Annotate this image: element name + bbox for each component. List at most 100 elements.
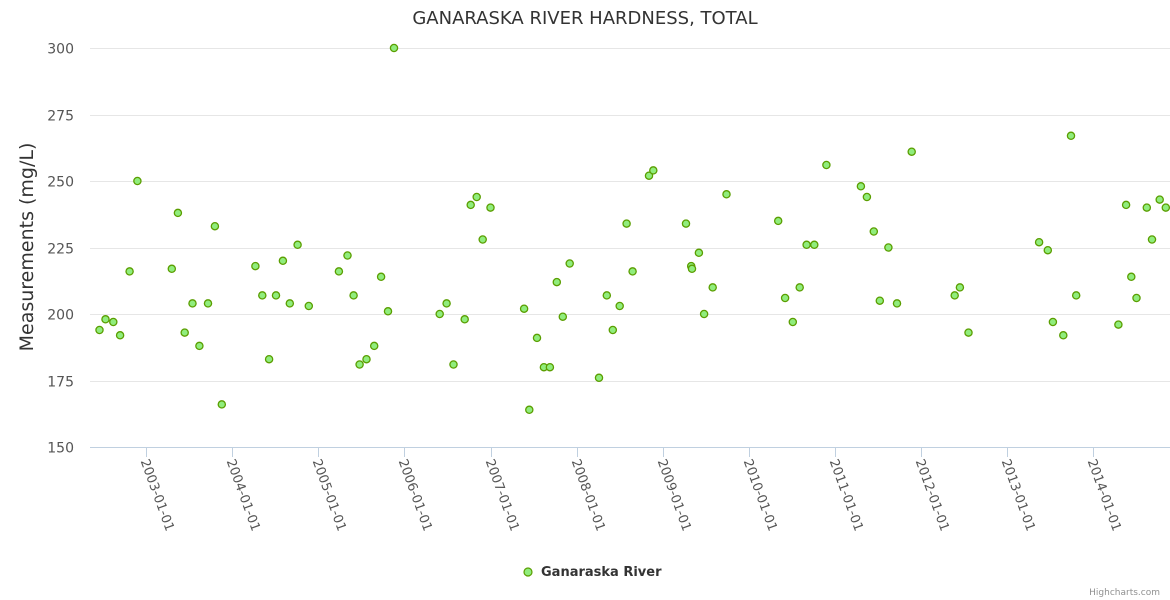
data-point[interactable] [442,299,451,308]
data-point[interactable] [780,293,790,303]
data-point[interactable] [435,309,444,319]
data-point[interactable] [362,354,371,364]
x-tick-label: 2014-01-01 [1084,457,1124,533]
data-point[interactable] [532,333,542,343]
data-point[interactable] [1132,293,1141,303]
data-point[interactable] [1034,237,1044,247]
legend-label[interactable]: Ganaraska River [541,565,662,580]
data-point[interactable] [795,283,804,292]
data-point[interactable] [264,354,274,364]
data-point[interactable] [1121,200,1131,210]
x-tick-label: 2012-01-01 [912,457,952,533]
data-point[interactable] [271,291,281,300]
legend[interactable]: Ganaraska River [523,565,662,580]
data-point[interactable] [1161,203,1170,212]
data-point[interactable] [188,299,197,308]
data-point[interactable] [722,190,731,199]
data-point[interactable] [1043,245,1053,255]
data-point[interactable] [349,291,358,300]
data-point[interactable] [1048,317,1058,327]
data-point[interactable] [334,267,344,276]
data-point[interactable] [217,400,227,409]
data-point[interactable] [773,216,783,226]
data-point[interactable] [210,221,220,231]
data-point[interactable] [1147,235,1157,244]
data-point[interactable] [628,267,637,276]
data-point[interactable] [472,192,481,202]
data-point[interactable] [278,256,288,266]
data-point[interactable] [251,261,260,271]
data-point[interactable] [1114,320,1123,329]
data-point[interactable] [486,203,495,212]
data-point[interactable] [389,43,399,53]
data-point[interactable] [681,219,691,228]
data-point[interactable] [565,259,574,268]
data-point[interactable] [125,267,134,276]
data-point[interactable] [884,243,893,252]
data-point[interactable] [892,299,902,308]
data-point[interactable] [133,176,142,186]
data-point[interactable] [615,301,624,311]
data-point[interactable] [649,166,658,175]
data-point[interactable] [109,317,118,327]
data-point[interactable] [907,147,916,156]
data-point[interactable] [525,405,534,415]
data-point[interactable] [203,299,213,308]
data-point[interactable] [552,277,562,287]
grid-lines [90,48,1170,448]
data-point[interactable] [1142,203,1152,212]
data-point[interactable] [195,341,204,351]
data-point[interactable] [802,240,811,250]
data-point[interactable] [950,291,959,300]
data-point[interactable] [376,272,386,282]
data-point[interactable] [478,235,487,244]
legend-marker-icon [523,567,533,577]
data-point[interactable] [875,296,885,305]
data-point[interactable] [687,264,697,274]
data-point[interactable] [856,182,866,191]
data-point[interactable] [644,171,654,180]
data-point[interactable] [594,373,604,383]
data-point[interactable] [608,325,618,335]
data-point[interactable] [862,192,872,202]
data-point[interactable] [869,227,879,236]
data-point[interactable] [167,264,177,274]
data-point[interactable] [180,328,189,337]
data-point[interactable] [694,248,704,258]
data-point[interactable] [285,299,295,308]
data-point[interactable] [708,283,717,292]
data-point[interactable] [258,291,267,300]
data-point[interactable] [1059,331,1068,340]
data-point[interactable] [95,325,104,335]
data-point[interactable] [1155,195,1164,204]
data-point[interactable] [101,315,110,324]
data-point[interactable] [964,328,973,337]
data-point[interactable] [449,360,458,369]
data-point[interactable] [1071,291,1081,300]
data-point[interactable] [466,200,475,210]
data-point[interactable] [519,304,529,313]
data-point[interactable] [173,208,183,218]
data-point[interactable] [558,312,568,321]
data-point[interactable] [369,341,379,351]
data-point[interactable] [822,160,831,170]
data-point[interactable] [602,291,612,300]
data-point[interactable] [545,362,555,372]
credits-link[interactable]: Highcharts.com [1089,588,1160,598]
data-point[interactable] [1127,272,1136,282]
data-point[interactable] [955,283,965,292]
data-point[interactable] [355,360,364,369]
data-point[interactable] [622,219,631,228]
data-point[interactable] [293,240,302,250]
data-point[interactable] [304,301,314,311]
data-point[interactable] [343,251,352,260]
data-point[interactable] [383,307,393,316]
data-point[interactable] [1066,131,1076,141]
data-point[interactable] [460,315,469,324]
y-tick-label: 225 [47,242,74,258]
data-point[interactable] [788,317,798,327]
data-point[interactable] [810,240,819,250]
data-point[interactable] [699,309,709,319]
y-tick-label: 200 [47,308,74,324]
data-point[interactable] [115,331,125,340]
